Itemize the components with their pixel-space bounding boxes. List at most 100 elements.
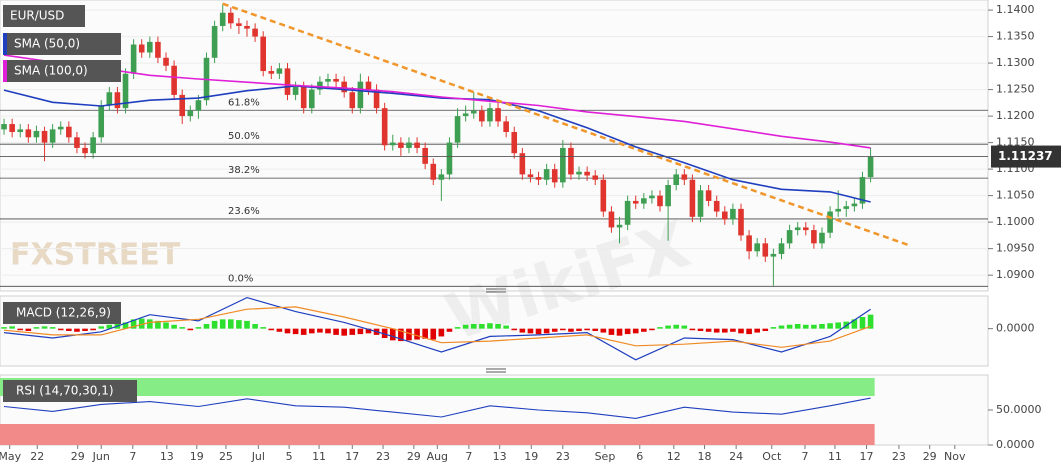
legend: EUR/USD SMA (50,0) SMA (100,0) MACD (12,… [3,5,137,402]
watermark: FXSTREET [10,238,181,273]
candle-body [325,78,331,82]
candle-body [527,174,534,178]
macd-bar [98,326,105,329]
candle-body [762,243,769,257]
macd-bar [66,328,72,331]
x-tick-label: 6 [636,450,643,463]
macd-bar [762,328,769,331]
macd-bar [802,324,809,329]
x-tick-label: 7 [465,450,472,463]
x-tick-label: 19 [524,450,538,463]
macd-bar [357,328,364,335]
macd-bar [584,328,590,331]
candle-body [867,156,874,178]
macd-bar [82,328,88,331]
y-tick-label: 1.1400 [996,3,1035,16]
candle-body [794,227,801,231]
macd-bar [179,327,186,329]
macd-bar [624,328,631,335]
legend-box [3,5,85,27]
candle-body [665,185,671,207]
candle-body [730,208,736,220]
fib-label: 23.6% [228,206,260,217]
macd-bar [689,328,696,331]
candle-body [82,147,88,154]
candle-body [430,163,437,180]
macd-bar [90,328,96,331]
candle-body [122,73,129,109]
candle-body [1,124,7,130]
candle-body [770,253,777,257]
macd-bar [325,328,331,334]
macd-bar [600,328,607,333]
macd-bar [1,327,7,329]
macd-bar [41,326,48,329]
macd-bar [535,328,542,335]
macd-bar [657,327,663,329]
macd-bar [244,320,250,329]
candle-body [66,126,72,138]
candle-body [479,110,485,122]
macd-bar [33,327,40,329]
x-tick-label: Sep [595,450,616,463]
y-tick-label: 1.1050 [996,189,1035,202]
macd-bar [713,328,720,333]
legend-entry: SMA (50,0) [14,37,80,51]
candle-body [219,12,226,26]
candle-body [284,68,291,95]
candle-body [138,44,145,53]
instrument-label: EUR/USD [10,9,64,23]
x-tick-label: 23 [376,450,390,463]
x-tick-label: 19 [190,450,204,463]
macd-bar [722,328,728,333]
candle-body [843,206,850,209]
macd-bar [665,325,671,329]
candle-body [551,169,558,183]
macd-bar [203,324,210,329]
candle-body [17,129,24,133]
candle-body [171,65,177,95]
macd-bar [252,324,258,329]
fib-label: 61.8% [228,97,260,108]
macd-bar [333,328,339,335]
overbought-zone [0,378,875,396]
x-tick-label: 18 [698,450,712,463]
x-tick-label: 25 [219,450,233,463]
candle-body [349,92,356,109]
macd-bar [147,319,153,329]
macd-bar [859,317,866,329]
candle-body [851,203,858,207]
fib-label: 50.0% [228,131,260,142]
candle-body [600,179,607,212]
candle-body [746,235,752,252]
macd-bar [422,328,428,339]
legend-swatch [3,33,7,55]
candle-body [155,41,161,58]
y-tick-label: 1.0900 [996,268,1035,281]
candle-body [414,142,420,148]
macd-bar [317,328,323,333]
candle-body [292,86,299,95]
sma-line [3,85,871,203]
x-tick-label: Nov [944,450,966,463]
macd-bar [106,324,113,329]
macd-bar [138,318,145,329]
macd-bar [835,322,841,329]
macd-bar [851,319,858,329]
candle-body [673,174,680,186]
x-tick-label: 29 [923,450,937,463]
x-tick-label: 23 [892,450,906,463]
candle-body [608,211,615,228]
macd-bar [163,322,169,329]
candle-body [130,44,137,74]
macd-bar [414,328,420,340]
candle-body [252,28,258,37]
macd-bar [25,328,32,331]
candle-body [503,121,509,133]
candle-body [276,68,283,74]
macd-bar [171,324,177,329]
x-tick-label: 7 [129,450,136,463]
macd-bar [49,327,56,329]
x-tick-label: 22 [30,450,44,463]
macd-bar [551,328,558,332]
